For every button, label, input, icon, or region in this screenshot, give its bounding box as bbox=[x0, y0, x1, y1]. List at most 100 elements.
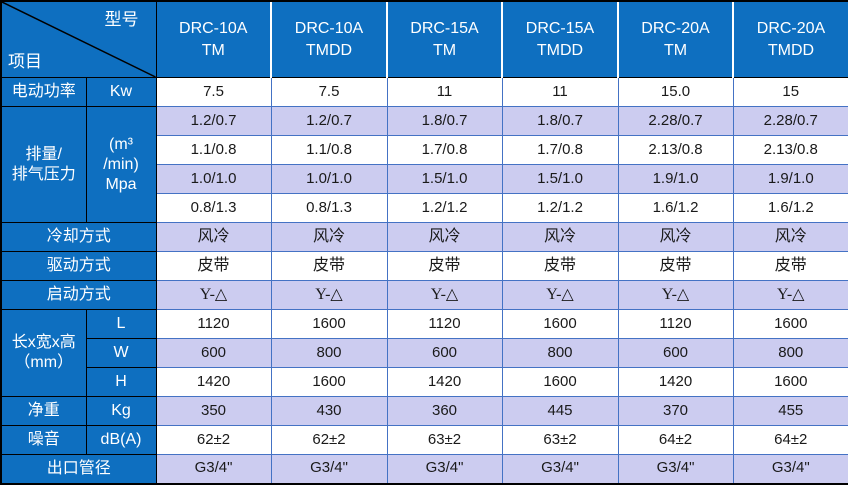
dimension-value: 600 bbox=[617, 338, 734, 368]
displacement-row: 0.8/1.3 0.8/1.3 1.2/1.2 1.2/1.2 1.6/1.2 … bbox=[1, 193, 848, 223]
power-value: 7.5 bbox=[155, 77, 272, 107]
model-header: DRC-10A TMDD bbox=[270, 0, 388, 78]
start-label: 启动方式 bbox=[0, 280, 157, 310]
displacement-label: 排量/ 排气压力 bbox=[0, 106, 87, 223]
dimension-value: 1420 bbox=[155, 367, 272, 397]
weight-row: 净重 Kg 350 430 360 445 370 455 bbox=[0, 396, 848, 426]
power-value: 11 bbox=[501, 77, 619, 107]
displacement-value: 2.28/0.7 bbox=[617, 106, 734, 136]
dimension-value: 800 bbox=[501, 338, 619, 368]
displacement-value: 1.2/1.2 bbox=[501, 193, 619, 223]
start-value: Y-△ bbox=[617, 280, 734, 310]
weight-value: 445 bbox=[501, 396, 619, 426]
dimension-value: 1420 bbox=[617, 367, 734, 397]
model-header: DRC-15A TMDD bbox=[501, 0, 619, 78]
drive-value: 皮带 bbox=[270, 251, 388, 281]
dimension-unit-h: H bbox=[85, 367, 157, 397]
displacement-value: 1.5/1.0 bbox=[386, 164, 503, 194]
dimension-value: 1600 bbox=[270, 309, 388, 339]
cooling-value: 风冷 bbox=[386, 222, 503, 252]
dimension-value: 1600 bbox=[501, 309, 619, 339]
displacement-value: 1.9/1.0 bbox=[617, 164, 734, 194]
displacement-value: 1.1/0.8 bbox=[155, 135, 272, 165]
dimension-value: 600 bbox=[155, 338, 272, 368]
cooling-value: 风冷 bbox=[155, 222, 272, 252]
displacement-value: 1.6/1.2 bbox=[617, 193, 734, 223]
model-header: DRC-20A TMDD bbox=[732, 0, 848, 78]
diagonal-line bbox=[2, 2, 156, 77]
displacement-value: 0.8/1.3 bbox=[155, 193, 272, 223]
displacement-value: 1.1/0.8 bbox=[270, 135, 388, 165]
weight-unit: Kg bbox=[85, 396, 157, 426]
drive-value: 皮带 bbox=[386, 251, 503, 281]
displacement-value: 1.5/1.0 bbox=[501, 164, 619, 194]
model-header: DRC-15A TM bbox=[386, 0, 503, 78]
dimension-value: 1600 bbox=[501, 367, 619, 397]
cooling-label: 冷却方式 bbox=[0, 222, 157, 252]
dimension-unit-w: W bbox=[85, 338, 157, 368]
drive-value: 皮带 bbox=[501, 251, 619, 281]
noise-value: 64±2 bbox=[617, 425, 734, 455]
cooling-value: 风冷 bbox=[270, 222, 388, 252]
noise-value: 63±2 bbox=[386, 425, 503, 455]
dimensions-label: 长x宽x高 （mm） bbox=[0, 309, 87, 397]
noise-value: 62±2 bbox=[270, 425, 388, 455]
displacement-value: 0.8/1.3 bbox=[270, 193, 388, 223]
displacement-value: 1.2/0.7 bbox=[155, 106, 272, 136]
outlet-value: G3/4" bbox=[386, 454, 503, 484]
weight-value: 430 bbox=[270, 396, 388, 426]
noise-label: 噪音 bbox=[0, 425, 87, 455]
noise-row: 噪音 dB(A) 62±2 62±2 63±2 63±2 64±2 64±2 bbox=[0, 425, 848, 455]
dimension-value: 1120 bbox=[617, 309, 734, 339]
noise-value: 64±2 bbox=[732, 425, 848, 455]
start-value: Y-△ bbox=[386, 280, 503, 310]
displacement-value: 2.13/0.8 bbox=[617, 135, 734, 165]
weight-label: 净重 bbox=[0, 396, 87, 426]
noise-value: 62±2 bbox=[155, 425, 272, 455]
drive-value: 皮带 bbox=[155, 251, 272, 281]
power-row: 电动功率 Kw 7.5 7.5 11 11 15.0 15 bbox=[0, 77, 848, 107]
start-value: Y-△ bbox=[501, 280, 619, 310]
noise-value: 63±2 bbox=[501, 425, 619, 455]
dimension-value: 1600 bbox=[270, 367, 388, 397]
start-row: 启动方式 Y-△ Y-△ Y-△ Y-△ Y-△ Y-△ bbox=[0, 280, 848, 310]
start-value: Y-△ bbox=[732, 280, 848, 310]
displacement-value: 1.0/1.0 bbox=[155, 164, 272, 194]
displacement-value: 1.9/1.0 bbox=[732, 164, 848, 194]
drive-value: 皮带 bbox=[732, 251, 848, 281]
dimension-value: 1600 bbox=[732, 309, 848, 339]
corner-model-label: 型号 bbox=[104, 10, 139, 29]
dimension-value: 1420 bbox=[386, 367, 503, 397]
dimension-row-l: 长x宽x高 （mm） L 1120 1600 1120 1600 1120 16… bbox=[0, 309, 848, 397]
corner-item-label: 项目 bbox=[8, 51, 42, 71]
displacement-value: 1.8/0.7 bbox=[386, 106, 503, 136]
cooling-row: 冷却方式 风冷 风冷 风冷 风冷 风冷 风冷 bbox=[0, 222, 848, 252]
power-value: 7.5 bbox=[270, 77, 388, 107]
dimension-row-h: H 1420 1600 1420 1600 1420 1600 bbox=[1, 367, 848, 397]
weight-value: 350 bbox=[155, 396, 272, 426]
drive-label: 驱动方式 bbox=[0, 251, 157, 281]
displacement-value: 1.0/1.0 bbox=[270, 164, 388, 194]
outlet-row: 出口管径 G3/4" G3/4" G3/4" G3/4" G3/4" G3/4" bbox=[0, 454, 848, 484]
model-header: DRC-10A TM bbox=[155, 0, 272, 78]
dimension-row-w: W 600 800 600 800 600 800 bbox=[1, 338, 848, 368]
displacement-unit: (m³ /min) Mpa bbox=[85, 106, 157, 223]
drive-row: 驱动方式 皮带 皮带 皮带 皮带 皮带 皮带 bbox=[0, 251, 848, 281]
displacement-value: 2.28/0.7 bbox=[732, 106, 848, 136]
cooling-value: 风冷 bbox=[617, 222, 734, 252]
displacement-value: 1.7/0.8 bbox=[501, 135, 619, 165]
outlet-value: G3/4" bbox=[732, 454, 848, 484]
outlet-value: G3/4" bbox=[501, 454, 619, 484]
dimension-value: 1120 bbox=[155, 309, 272, 339]
displacement-value: 1.2/1.2 bbox=[386, 193, 503, 223]
model-header: DRC-20A TM bbox=[617, 0, 734, 78]
displacement-value: 1.8/0.7 bbox=[501, 106, 619, 136]
start-value: Y-△ bbox=[270, 280, 388, 310]
cooling-value: 风冷 bbox=[732, 222, 848, 252]
power-unit: Kw bbox=[85, 77, 157, 107]
outlet-value: G3/4" bbox=[155, 454, 272, 484]
drive-value: 皮带 bbox=[617, 251, 734, 281]
weight-value: 455 bbox=[732, 396, 848, 426]
displacement-value: 1.7/0.8 bbox=[386, 135, 503, 165]
noise-unit: dB(A) bbox=[85, 425, 157, 455]
